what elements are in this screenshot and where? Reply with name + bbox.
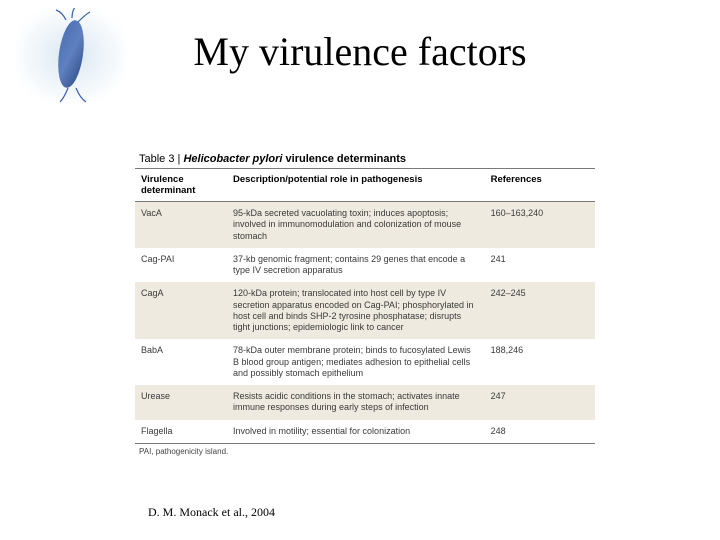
table-row: Urease Resists acidic conditions in the … [135, 385, 595, 420]
cell-description: 37-kb genomic fragment; contains 29 gene… [227, 248, 485, 283]
table-header-row: Virulence determinant Description/potent… [135, 169, 595, 202]
cell-determinant: VacA [135, 202, 227, 248]
cell-determinant: Cag-PAI [135, 248, 227, 283]
slide-title: My virulence factors [0, 28, 720, 75]
cell-description: Involved in motility; essential for colo… [227, 420, 485, 443]
cell-references: 242–245 [485, 282, 595, 339]
cell-determinant: BabA [135, 339, 227, 385]
cell-description: Resists acidic conditions in the stomach… [227, 385, 485, 420]
virulence-table-container: Table 3 | Helicobacter pylori virulence … [135, 150, 595, 456]
col-header-determinant: Virulence determinant [135, 169, 227, 202]
table-row: Cag-PAI 37-kb genomic fragment; contains… [135, 248, 595, 283]
cell-references: 188,246 [485, 339, 595, 385]
col-header-references: References [485, 169, 595, 202]
cell-determinant: Urease [135, 385, 227, 420]
cell-determinant: Flagella [135, 420, 227, 443]
col-header-description: Description/potential role in pathogenes… [227, 169, 485, 202]
citation-text: D. M. Monack et al., 2004 [148, 505, 275, 520]
cell-references: 247 [485, 385, 595, 420]
cell-description: 120-kDa protein; translocated into host … [227, 282, 485, 339]
cell-determinant: CagA [135, 282, 227, 339]
table-row: CagA 120-kDa protein; translocated into … [135, 282, 595, 339]
virulence-table: Virulence determinant Description/potent… [135, 169, 595, 443]
cell-references: 248 [485, 420, 595, 443]
cell-description: 95-kDa secreted vacuolating toxin; induc… [227, 202, 485, 248]
table-footnote: PAI, pathogenicity island. [135, 443, 595, 456]
cell-references: 160–163,240 [485, 202, 595, 248]
cell-references: 241 [485, 248, 595, 283]
table-row: BabA 78-kDa outer membrane protein; bind… [135, 339, 595, 385]
caption-prefix: Table 3 | [139, 153, 183, 165]
caption-organism: Helicobacter pylori [183, 153, 282, 165]
table-caption: Table 3 | Helicobacter pylori virulence … [135, 150, 595, 169]
cell-description: 78-kDa outer membrane protein; binds to … [227, 339, 485, 385]
caption-suffix: virulence determinants [283, 153, 407, 165]
table-row: Flagella Involved in motility; essential… [135, 420, 595, 443]
table-row: VacA 95-kDa secreted vacuolating toxin; … [135, 202, 595, 248]
